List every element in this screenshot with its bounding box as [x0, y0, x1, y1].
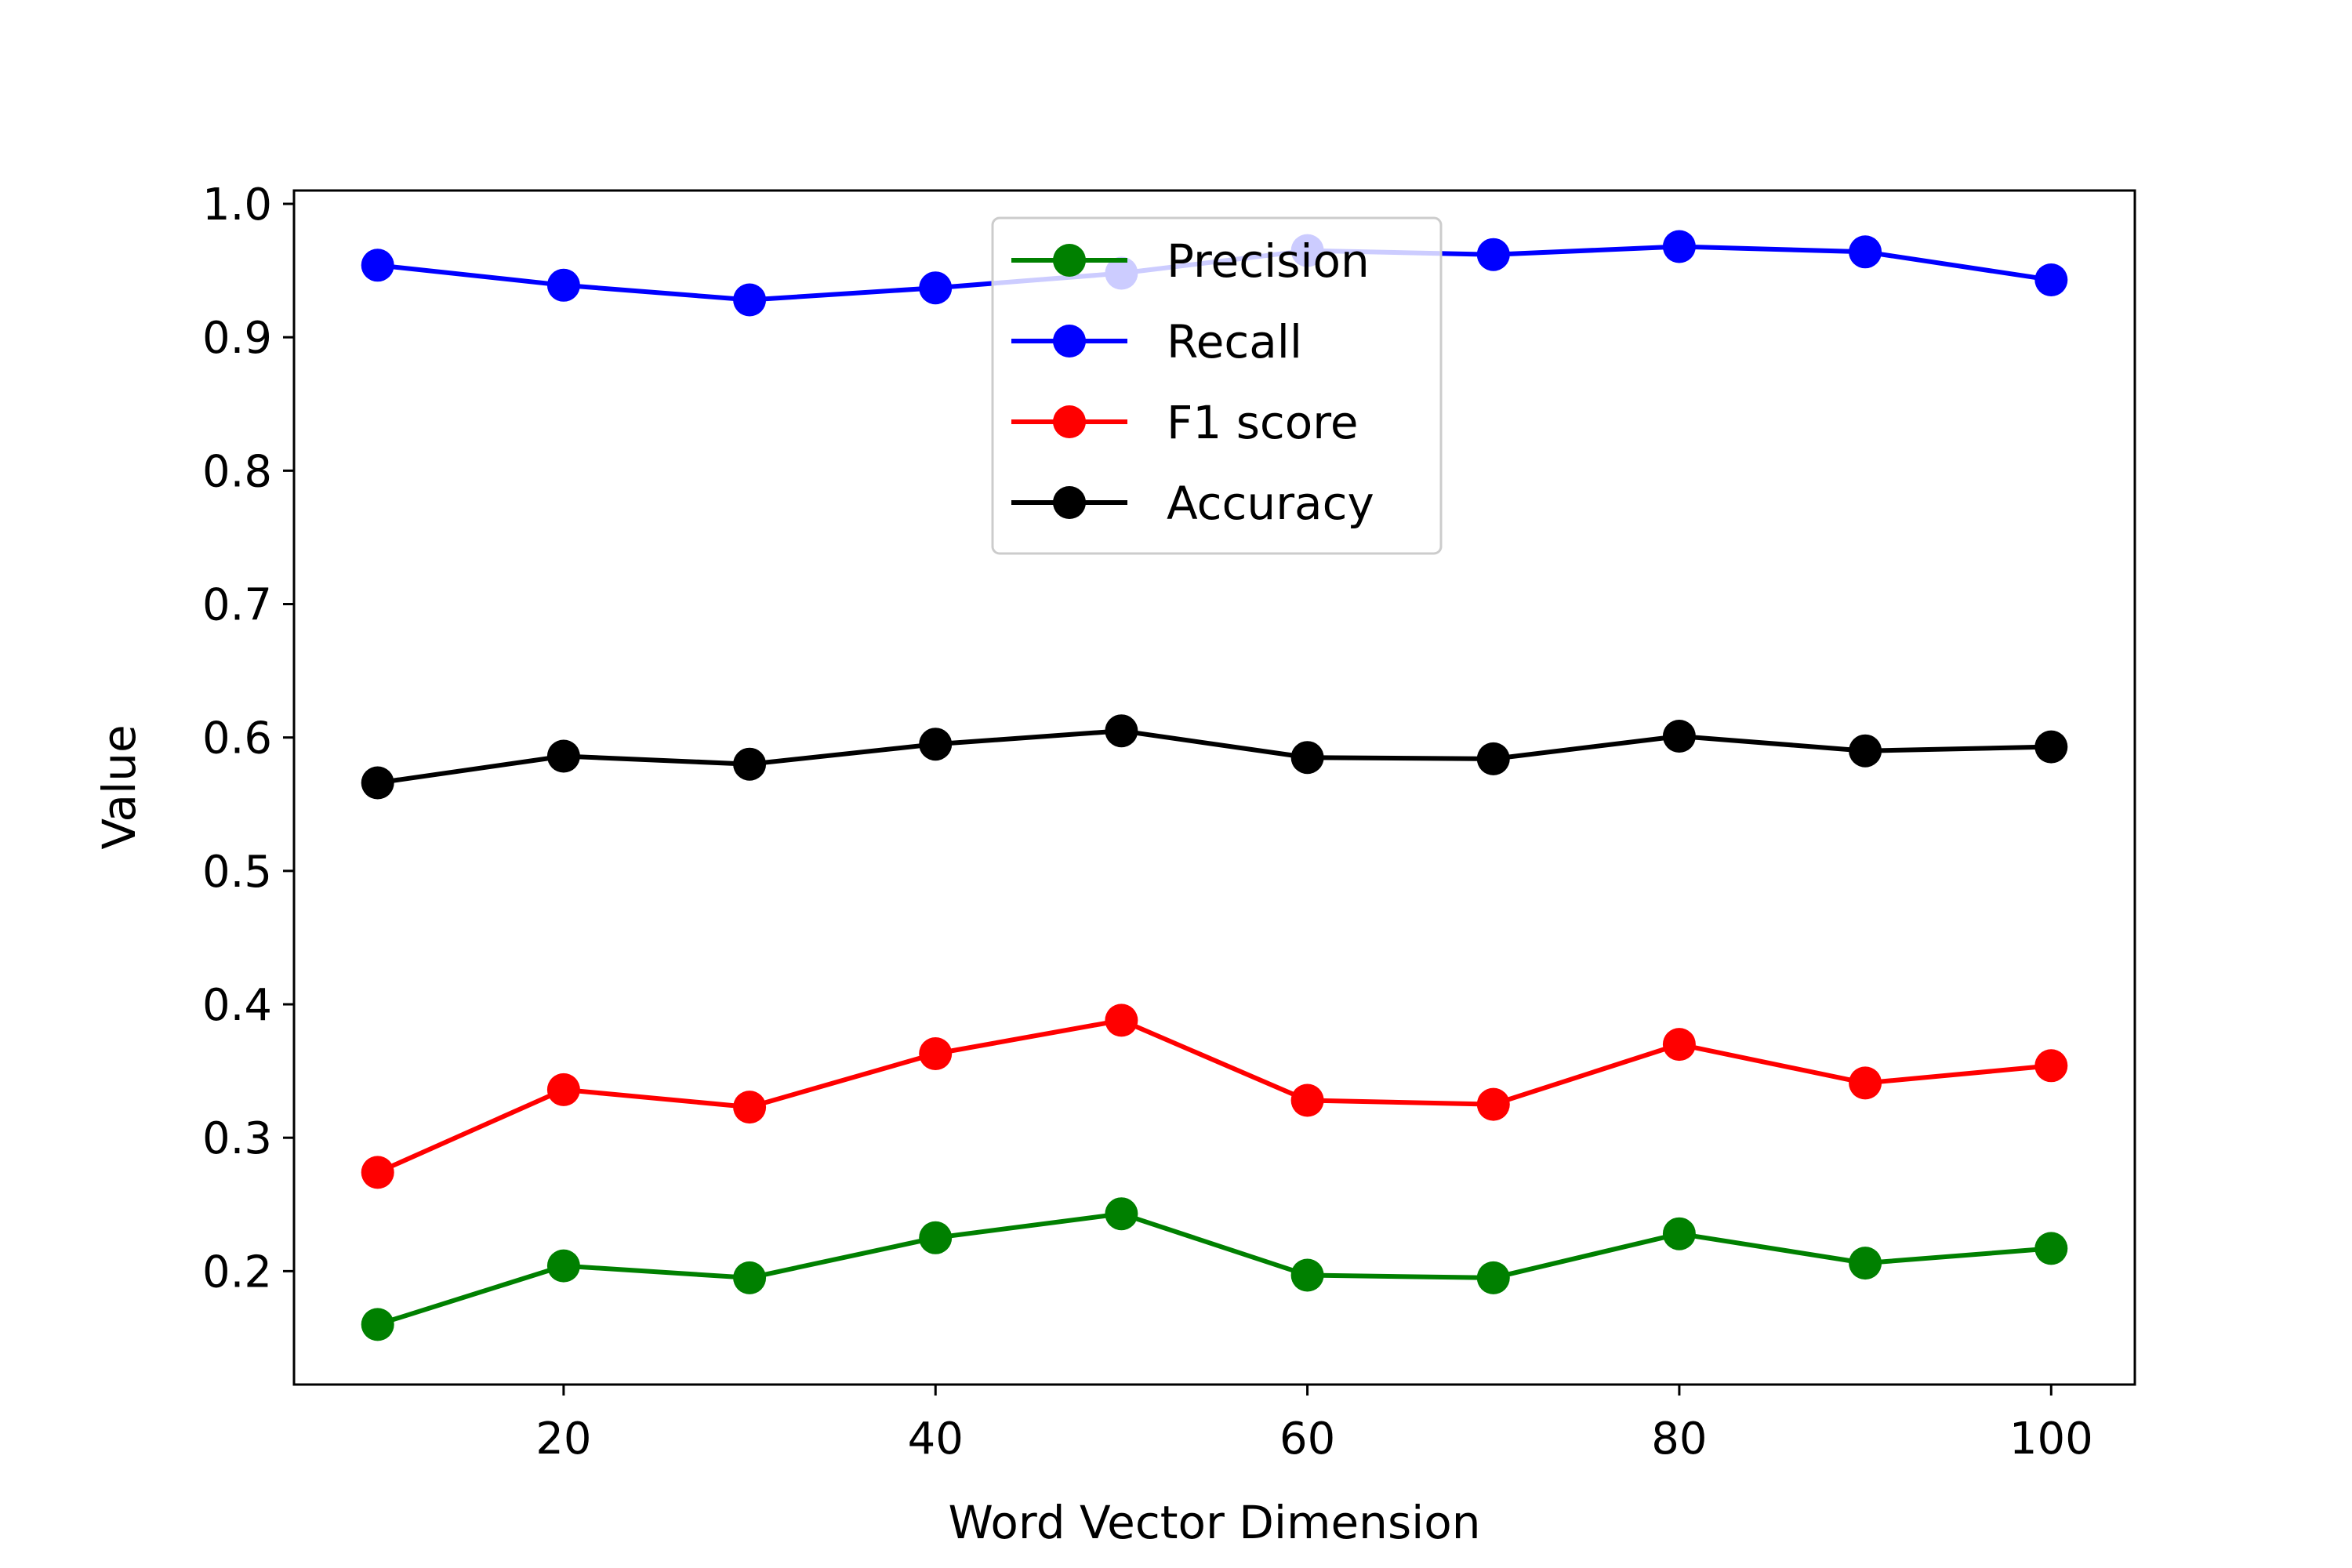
data-point-recall	[2034, 263, 2068, 296]
legend-item-accuracy: Accuracy	[1011, 477, 1374, 530]
legend-swatch-marker	[1053, 244, 1086, 277]
data-point-precision	[1662, 1217, 1696, 1250]
data-point-f1-score	[1476, 1087, 1510, 1121]
y-tick-label: 0.7	[202, 580, 272, 631]
data-point-accuracy	[546, 739, 580, 773]
data-point-precision	[733, 1261, 767, 1294]
legend-item-f1-score: F1 score	[1011, 396, 1359, 449]
data-layer	[361, 230, 2068, 1341]
y-tick-label: 0.2	[202, 1247, 272, 1298]
y-tick-label: 1.0	[202, 180, 272, 230]
x-axis-label: Word Vector Dimension	[948, 1496, 1480, 1549]
series-line-precision	[374, 1211, 2054, 1328]
data-point-recall	[733, 283, 767, 317]
x-tick-label: 100	[2009, 1414, 2093, 1465]
data-point-accuracy	[1849, 734, 1882, 768]
data-point-accuracy	[1476, 742, 1510, 775]
data-point-accuracy	[733, 747, 767, 781]
x-tick-label: 80	[1651, 1414, 1707, 1465]
data-point-precision	[361, 1308, 394, 1341]
data-point-f1-score	[1105, 1004, 1138, 1037]
data-point-f1-score	[1662, 1028, 1696, 1062]
data-point-precision	[1105, 1197, 1138, 1231]
data-point-recall	[1662, 230, 1696, 263]
y-tick-label: 0.6	[202, 713, 272, 764]
data-point-f1-score	[2034, 1049, 2068, 1083]
series-accuracy	[361, 714, 2068, 800]
data-point-recall	[919, 271, 953, 305]
legend-item-precision: Precision	[1011, 234, 1370, 288]
data-point-precision	[1290, 1258, 1324, 1292]
data-point-f1-score	[361, 1156, 394, 1189]
data-point-precision	[919, 1221, 953, 1254]
x-tick-label: 60	[1279, 1414, 1335, 1465]
data-point-recall	[361, 249, 394, 282]
data-point-accuracy	[2034, 730, 2068, 764]
series-f1-score	[361, 1004, 2068, 1189]
legend-label: F1 score	[1167, 396, 1359, 449]
legend-box	[991, 216, 1443, 555]
legend-label: Precision	[1167, 234, 1370, 288]
data-point-recall	[1476, 238, 1510, 271]
data-point-precision	[546, 1249, 580, 1283]
data-point-f1-score	[1290, 1083, 1324, 1117]
y-axis-label: Value	[93, 724, 146, 849]
y-tick-label: 0.5	[202, 847, 272, 898]
ticks-layer: 20 40 60 80 100 0.2 0.3 0.4 0.5 0.6 0.7 0.8 0.9 1.0	[202, 180, 2093, 1465]
data-point-f1-score	[733, 1091, 767, 1124]
data-point-accuracy	[361, 766, 394, 800]
legend-swatch-marker	[1053, 405, 1086, 438]
legend: Precision Recall F1 score Accuracy	[991, 216, 1443, 555]
y-tick-label: 0.8	[202, 446, 272, 497]
data-point-recall	[1849, 235, 1882, 269]
series-line-accuracy	[375, 728, 2054, 786]
data-point-f1-score	[546, 1073, 580, 1106]
x-tick-label: 20	[535, 1414, 591, 1465]
plot-frame	[292, 189, 2136, 1386]
legend-label: Accuracy	[1167, 477, 1374, 530]
data-point-precision	[1849, 1247, 1882, 1280]
series-line-f1-score	[374, 1018, 2054, 1176]
series-precision	[361, 1197, 2068, 1341]
data-point-f1-score	[1849, 1066, 1882, 1100]
y-tick-label: 0.4	[202, 980, 272, 1031]
legend-item-recall: Recall	[1011, 315, 1302, 368]
y-tick-label: 0.9	[202, 313, 272, 364]
data-point-precision	[1476, 1261, 1510, 1294]
legend-swatch-marker	[1053, 325, 1086, 358]
data-point-accuracy	[1662, 720, 1696, 753]
data-point-recall	[546, 268, 580, 302]
data-point-precision	[2034, 1232, 2068, 1265]
data-point-accuracy	[919, 728, 953, 761]
data-point-accuracy	[1290, 741, 1324, 775]
x-tick-label: 40	[908, 1414, 964, 1465]
data-point-accuracy	[1105, 714, 1138, 748]
data-point-f1-score	[919, 1037, 953, 1070]
y-tick-label: 0.3	[202, 1113, 272, 1164]
legend-swatch-marker	[1053, 486, 1086, 519]
legend-label: Recall	[1167, 315, 1302, 368]
